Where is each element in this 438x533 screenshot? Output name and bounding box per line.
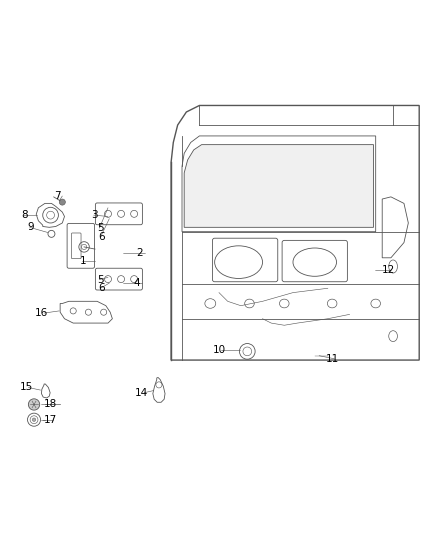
Circle shape bbox=[59, 199, 65, 205]
Text: 3: 3 bbox=[92, 210, 98, 220]
Text: 10: 10 bbox=[212, 345, 226, 355]
Text: 7: 7 bbox=[53, 191, 60, 201]
Text: 11: 11 bbox=[325, 354, 339, 364]
Text: 4: 4 bbox=[133, 278, 140, 288]
Text: 1: 1 bbox=[80, 256, 86, 266]
Text: 6: 6 bbox=[99, 283, 105, 293]
Text: 12: 12 bbox=[382, 265, 396, 275]
Text: 17: 17 bbox=[44, 415, 57, 425]
Text: 5: 5 bbox=[97, 274, 104, 285]
Text: 16: 16 bbox=[35, 308, 48, 318]
Circle shape bbox=[28, 399, 40, 410]
Text: 18: 18 bbox=[44, 399, 57, 409]
Polygon shape bbox=[184, 144, 374, 228]
Text: 9: 9 bbox=[28, 222, 34, 232]
Text: 14: 14 bbox=[135, 387, 148, 398]
Text: 6: 6 bbox=[99, 232, 105, 242]
Text: 8: 8 bbox=[21, 210, 28, 220]
Text: 2: 2 bbox=[136, 248, 143, 259]
Circle shape bbox=[32, 418, 36, 422]
Text: 5: 5 bbox=[97, 223, 104, 233]
Text: 15: 15 bbox=[19, 383, 33, 392]
